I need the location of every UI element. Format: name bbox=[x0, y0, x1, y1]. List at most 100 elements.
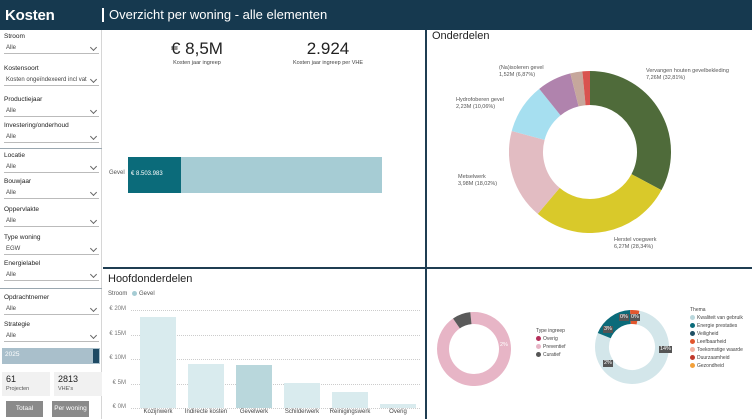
filter-investering[interactable]: Investering/onderhoud Alle bbox=[4, 121, 99, 143]
filter-dropdown[interactable]: Alle bbox=[4, 304, 99, 315]
legend-item-kwaliteit[interactable]: Kwaliteit van gebruik bbox=[690, 314, 743, 322]
onderdelen-slice-3[interactable] bbox=[511, 88, 562, 141]
filter-dropdown[interactable]: Alle bbox=[4, 106, 99, 117]
gridline bbox=[131, 408, 420, 409]
bar-indirecte-kosten[interactable] bbox=[188, 363, 224, 408]
filter-productiejaar[interactable]: Productiejaar Alle bbox=[4, 95, 99, 117]
ingreep-inner-label: 2% bbox=[500, 342, 508, 348]
filter-locatie[interactable]: Locatie Alle bbox=[4, 151, 99, 173]
hbar-fill[interactable] bbox=[128, 157, 182, 193]
year-slider[interactable]: 2025 bbox=[2, 348, 100, 364]
chevron-down-icon bbox=[89, 304, 98, 313]
y-tick-label: € 10M bbox=[109, 355, 126, 361]
filter-bouwjaar[interactable]: Bouwjaar Alle bbox=[4, 177, 99, 199]
x-category-label: Overig bbox=[389, 409, 407, 415]
filter-dropdown[interactable]: Alle bbox=[4, 162, 99, 173]
filter-opdrachtnemer[interactable]: Opdrachtnemer Alle bbox=[4, 293, 99, 315]
kpi-kosten-value: € 8,5M bbox=[171, 39, 223, 58]
onderdelen-slice-2[interactable] bbox=[509, 131, 561, 214]
legend-item-veiligheid[interactable]: Veiligheid bbox=[690, 330, 743, 338]
legend-item-overig[interactable]: Overig bbox=[536, 335, 566, 343]
filter-dropdown[interactable]: EGW bbox=[4, 244, 99, 255]
legend-item-leefbaarheid[interactable]: Leefbaarheid bbox=[690, 338, 743, 346]
gridline bbox=[131, 334, 420, 336]
stat-value: 61 bbox=[6, 374, 17, 384]
legend-item-curatief[interactable]: Curatief bbox=[536, 351, 566, 359]
filter-dropdown[interactable]: Alle bbox=[4, 188, 99, 199]
gridline bbox=[131, 383, 420, 385]
divider bbox=[0, 148, 102, 149]
slider-handle[interactable] bbox=[93, 349, 99, 363]
type-ingreep-legend: Type ingreep Overig Preventief Curatief bbox=[536, 327, 566, 359]
chevron-down-icon bbox=[89, 75, 98, 84]
filter-label: Kostensoort bbox=[4, 65, 39, 72]
filter-stroom[interactable]: Stroom Alle bbox=[4, 32, 99, 54]
filter-dropdown[interactable]: Alle bbox=[4, 43, 99, 54]
filter-label: Stroom bbox=[4, 33, 25, 40]
legend-item-energie[interactable]: Energie prestaties bbox=[690, 322, 743, 330]
donut-label-metselwerk: Metselwerk 3,98M (18,02%) bbox=[458, 174, 498, 187]
legend-swatch bbox=[536, 352, 541, 358]
per-woning-button[interactable]: Per woning bbox=[52, 401, 89, 417]
filter-kostensoort[interactable]: Kostensoort Kosten ongeïndexeerd incl va… bbox=[4, 64, 99, 86]
kpi-per-vhe-value: 2.924 bbox=[306, 39, 350, 58]
legend-swatch bbox=[536, 336, 541, 342]
onderdelen-slice-0[interactable] bbox=[589, 71, 671, 191]
chevron-down-icon bbox=[89, 162, 98, 171]
filter-strategie[interactable]: Strategie Alle bbox=[4, 320, 99, 342]
type-ingreep-donut-chart[interactable] bbox=[437, 312, 511, 386]
legend-item-duurzaamheid[interactable]: Duurzaamheid bbox=[690, 354, 743, 362]
x-category-label: Reinigingswerk bbox=[329, 409, 371, 415]
filter-label: Bouwjaar bbox=[4, 178, 32, 185]
filter-label: Energielabel bbox=[4, 260, 41, 267]
chevron-down-icon bbox=[89, 216, 98, 225]
bar-gevelwerk[interactable] bbox=[236, 364, 272, 408]
filter-label: Investering/onderhoud bbox=[4, 122, 69, 129]
legend-item-preventief[interactable]: Preventief bbox=[536, 343, 566, 351]
legend-swatch bbox=[536, 344, 541, 350]
thema-slice-0[interactable] bbox=[595, 310, 669, 384]
app-title: Kosten bbox=[5, 7, 55, 24]
kpi-per-vhe-label: Kosten jaar ingreep per VHE bbox=[292, 60, 363, 66]
filter-dropdown[interactable]: Alle bbox=[4, 216, 99, 227]
chevron-down-icon bbox=[89, 132, 98, 141]
gridline bbox=[131, 359, 420, 360]
bar-schilderwerk[interactable] bbox=[284, 382, 320, 408]
panel-divider-vertical bbox=[425, 30, 427, 419]
legend-item-gezondheid[interactable]: Gezondheid bbox=[690, 362, 743, 370]
bar-kozijnwerk[interactable] bbox=[140, 317, 176, 408]
filter-oppervlakte[interactable]: Oppervlakte Alle bbox=[4, 205, 99, 227]
thema-donut-chart[interactable] bbox=[595, 310, 669, 384]
chevron-down-icon bbox=[89, 244, 98, 253]
stat-value: 2813 bbox=[58, 374, 79, 384]
onderdelen-donut-chart[interactable] bbox=[509, 71, 671, 233]
onderdelen-slice-4[interactable] bbox=[539, 73, 580, 116]
legend-title: Thema bbox=[690, 307, 706, 313]
filter-label: Productiejaar bbox=[4, 96, 43, 103]
bar-reinigingswerk[interactable] bbox=[332, 391, 368, 408]
filter-energielabel[interactable]: Energielabel Alle bbox=[4, 259, 99, 281]
onderdelen-slice-1[interactable] bbox=[537, 173, 662, 233]
stat-vhes: 2813 VHE's bbox=[54, 372, 102, 396]
x-category-label: Indirecte kosten bbox=[184, 409, 228, 415]
chevron-down-icon bbox=[89, 43, 98, 52]
divider bbox=[0, 288, 102, 289]
filter-dropdown[interactable]: Kosten ongeïndexeerd incl vat bbox=[4, 75, 99, 86]
legend-item[interactable]: Gevel bbox=[139, 291, 155, 298]
year-slider-label: 2025 bbox=[5, 351, 20, 358]
bar-overig[interactable] bbox=[380, 404, 416, 408]
ingreep-slice-0[interactable] bbox=[437, 312, 511, 386]
page-title: Overzicht per woning - alle elementen bbox=[102, 8, 327, 22]
filter-dropdown[interactable]: Alle bbox=[4, 132, 99, 143]
totaal-button[interactable]: Totaal bbox=[6, 401, 43, 417]
onderdelen-slice-5[interactable] bbox=[570, 71, 586, 107]
ingreep-slice-1[interactable] bbox=[453, 312, 472, 329]
legend-title: Stroom bbox=[108, 291, 128, 298]
filter-type-woning[interactable]: Type woning EGW bbox=[4, 233, 99, 255]
filter-dropdown[interactable]: Alle bbox=[4, 331, 99, 342]
filter-label: Oppervlakte bbox=[4, 206, 40, 213]
gridline bbox=[131, 310, 420, 311]
legend-item-toekomstige-waarde[interactable]: Toekomstige waarde bbox=[690, 346, 743, 354]
filter-label: Type woning bbox=[4, 234, 41, 241]
filter-dropdown[interactable]: Alle bbox=[4, 270, 99, 281]
